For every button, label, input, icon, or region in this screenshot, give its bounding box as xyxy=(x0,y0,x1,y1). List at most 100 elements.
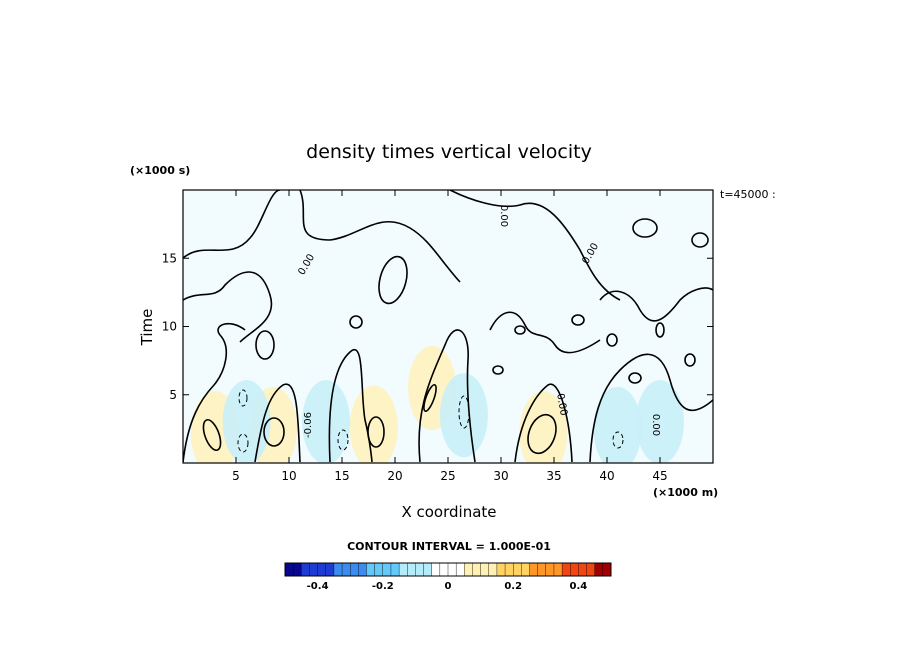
plot-field: 0.000.000.000.000.00-0.06 xyxy=(183,190,713,463)
colorbar-cell xyxy=(398,562,408,577)
negative-region xyxy=(636,380,684,463)
contour-label: -0.06 xyxy=(303,412,314,438)
colorbar-cell xyxy=(488,562,498,577)
contour-line xyxy=(418,329,476,463)
colorbar-cell xyxy=(366,562,376,577)
y-axis: 5 10 15 xyxy=(162,251,713,402)
colorbar-cell xyxy=(390,562,400,577)
contour-line xyxy=(367,416,385,448)
negative-region xyxy=(593,386,642,463)
x-tick-label: 40 xyxy=(599,469,614,483)
contour-line xyxy=(449,190,621,301)
colorbar-cell xyxy=(407,562,416,577)
colorbar-cell xyxy=(594,562,604,577)
x-tick-label: 5 xyxy=(232,469,240,483)
colorbar-cell xyxy=(374,562,384,577)
negative-region xyxy=(439,373,488,458)
negative-contour xyxy=(612,431,624,449)
contour-line xyxy=(589,353,713,463)
colorbar-cell xyxy=(504,562,514,577)
colorbar-cell xyxy=(529,562,539,577)
contour-line xyxy=(423,383,437,413)
colorbar-cell xyxy=(301,562,310,577)
contour-line xyxy=(378,255,408,305)
contour-label: 0.00 xyxy=(498,205,509,227)
colorbar-cell xyxy=(415,562,425,577)
contour-line xyxy=(492,365,504,375)
colorbar-tick-label: 0 xyxy=(445,581,452,592)
colorbar-cell xyxy=(553,562,563,577)
x-tick-label: 25 xyxy=(440,469,455,483)
contour-lines xyxy=(183,190,713,463)
contour-line xyxy=(684,353,696,367)
contour-label: 0.00 xyxy=(650,414,661,436)
contour-line xyxy=(628,372,642,384)
y-axis-label: Time xyxy=(138,309,156,347)
colorbar-cell xyxy=(439,562,449,577)
colorbar-cell xyxy=(382,562,392,577)
contour-line xyxy=(255,330,275,360)
colorbar-cell xyxy=(570,562,579,577)
colorbar-cell xyxy=(521,562,530,577)
contour-label: 0.00 xyxy=(554,393,569,417)
x-tick-label: 30 xyxy=(493,469,508,483)
contour-line xyxy=(299,190,461,283)
time-stamp-label: t=45000 : xyxy=(720,188,776,201)
x-axis-unit: (×1000 m) xyxy=(653,486,718,499)
contour-line xyxy=(514,325,526,335)
contour-line xyxy=(183,322,246,463)
contour-line xyxy=(183,271,273,343)
colorbar-cell xyxy=(464,562,473,577)
contour-line xyxy=(349,315,363,329)
colorbar-tick-label: 0.2 xyxy=(504,581,522,592)
colorbar-cell xyxy=(317,562,327,577)
negative-contour xyxy=(458,395,470,429)
x-axis: 5 10 15 20 25 30 35 40 45 xyxy=(232,190,668,483)
positive-region xyxy=(519,390,568,463)
colorbar-cell xyxy=(447,562,457,577)
colorbar-cell xyxy=(423,562,433,577)
negative-contour xyxy=(237,433,249,453)
negative-contours xyxy=(237,389,624,453)
colorbar-cell xyxy=(545,562,555,577)
colorbar-cell xyxy=(284,562,294,577)
colorbar-frame xyxy=(284,562,612,577)
colorbar-cell xyxy=(341,562,351,577)
colorbar: -0.4 -0.2 0 0.2 0.4 xyxy=(284,562,612,592)
colorbar-tick-label: -0.4 xyxy=(307,581,329,592)
x-tick-label: 15 xyxy=(334,469,349,483)
contour-line xyxy=(606,333,618,347)
contour-line xyxy=(183,190,281,259)
y-tick-label: 5 xyxy=(169,388,177,402)
positive-region xyxy=(349,385,398,463)
contour-line xyxy=(571,314,585,326)
negative-contour xyxy=(337,429,349,451)
colorbar-cell xyxy=(292,562,302,577)
contour-interval-label: CONTOUR INTERVAL = 1.000E-01 xyxy=(347,540,551,553)
x-tick-label: 45 xyxy=(652,469,667,483)
colorbar-cell xyxy=(309,562,319,577)
colorbar-cell xyxy=(431,562,441,577)
y-tick-label: 15 xyxy=(162,251,177,265)
contour-line xyxy=(254,383,301,463)
contour-line xyxy=(489,311,601,354)
colorbar-cell xyxy=(480,562,490,577)
colorbar-cell xyxy=(537,562,547,577)
contour-line xyxy=(527,413,557,455)
colorbar-cell xyxy=(586,562,596,577)
contour-line xyxy=(691,232,709,248)
colorbar-cell xyxy=(561,562,571,577)
y-tick-label: 10 xyxy=(162,320,177,334)
colorbar-cell xyxy=(578,562,588,577)
colorbar-cell xyxy=(325,562,335,577)
colorbar-tick-label: -0.2 xyxy=(372,581,394,592)
chart-title: density times vertical velocity xyxy=(306,141,592,163)
contour-line xyxy=(514,383,573,463)
colorbar-cell xyxy=(472,562,482,577)
colorbar-cell xyxy=(455,562,465,577)
contour-line xyxy=(599,287,713,322)
colorbar-tick-label: 0.4 xyxy=(570,581,588,592)
colorbar-cell xyxy=(496,562,506,577)
contour-line xyxy=(202,418,222,452)
